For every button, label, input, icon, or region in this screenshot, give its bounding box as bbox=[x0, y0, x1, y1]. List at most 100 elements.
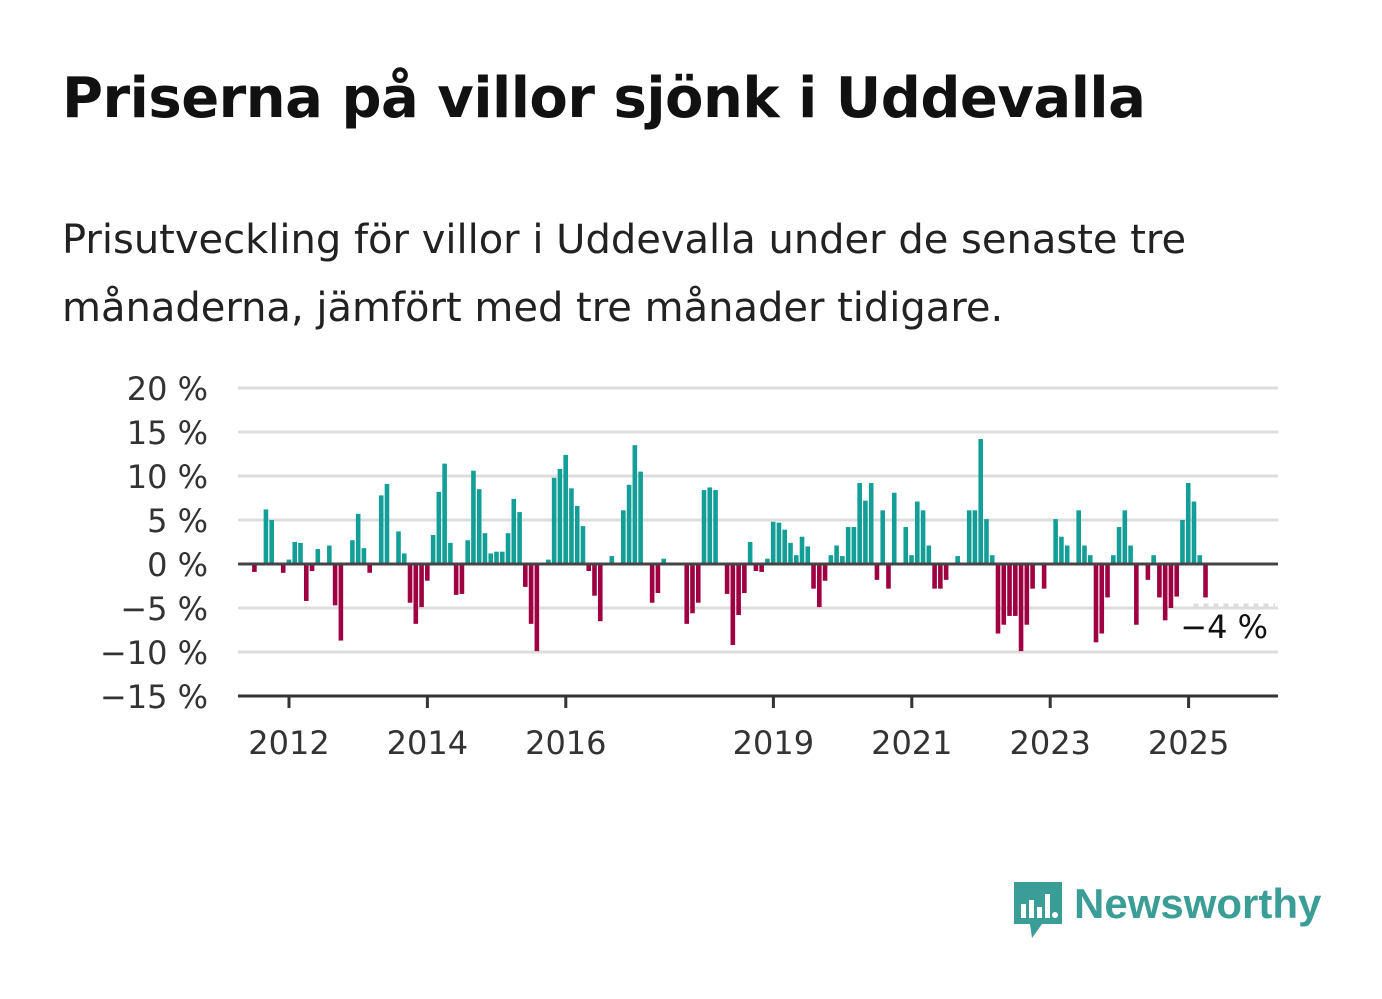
y-axis-labels: 20 % 15 % 10 % 5 % 0 % −5 % −10 % −15 % bbox=[100, 370, 208, 716]
bar bbox=[909, 555, 914, 564]
bar bbox=[834, 545, 839, 564]
bar bbox=[442, 463, 447, 564]
bar bbox=[886, 564, 891, 589]
bar bbox=[1162, 564, 1168, 621]
bar bbox=[528, 564, 534, 624]
bar bbox=[903, 527, 909, 564]
y-tick-label: −15 % bbox=[100, 678, 208, 716]
bar bbox=[384, 483, 390, 564]
chart-subtitle: Prisutveckling för villor i Uddevalla un… bbox=[62, 217, 1187, 331]
bar bbox=[753, 564, 759, 572]
bar bbox=[684, 564, 690, 624]
axes bbox=[238, 562, 1278, 708]
bar bbox=[788, 542, 793, 564]
bar bbox=[822, 564, 828, 581]
bar bbox=[298, 542, 303, 564]
bar bbox=[401, 553, 407, 564]
bar bbox=[701, 490, 707, 564]
bar bbox=[1030, 564, 1035, 589]
x-tick-label: 2019 bbox=[733, 724, 814, 762]
bar bbox=[770, 521, 776, 564]
x-tick-label: 2025 bbox=[1148, 724, 1229, 762]
bar bbox=[765, 558, 770, 564]
bar bbox=[557, 468, 563, 564]
bar bbox=[482, 533, 488, 564]
bar bbox=[851, 527, 857, 564]
x-tick-label: 2014 bbox=[387, 724, 468, 762]
bar bbox=[845, 527, 851, 564]
bar bbox=[465, 540, 470, 564]
bar bbox=[1157, 564, 1162, 598]
bar bbox=[1122, 510, 1128, 564]
newsworthy-logo-icon bbox=[1014, 882, 1062, 938]
bar bbox=[303, 564, 309, 601]
bar bbox=[453, 564, 459, 595]
bar bbox=[966, 510, 972, 564]
bar bbox=[621, 510, 626, 564]
bar bbox=[476, 489, 482, 564]
chart-title: Priserna på villor sjönk i Uddevalla bbox=[62, 66, 1146, 131]
bar bbox=[1151, 555, 1156, 564]
bar bbox=[638, 471, 643, 564]
bar bbox=[592, 564, 597, 596]
bar bbox=[1116, 527, 1122, 564]
bar bbox=[989, 555, 995, 564]
bar bbox=[828, 555, 834, 564]
bar bbox=[361, 548, 367, 564]
bar bbox=[517, 512, 522, 564]
bar bbox=[252, 564, 257, 572]
bar bbox=[1134, 564, 1139, 625]
bar bbox=[1064, 545, 1070, 564]
bar bbox=[724, 564, 730, 594]
bar bbox=[355, 513, 361, 564]
bar bbox=[874, 564, 880, 580]
bar bbox=[995, 564, 1001, 634]
grid-lines bbox=[238, 386, 1278, 654]
bar bbox=[1191, 501, 1197, 564]
bar bbox=[811, 564, 816, 589]
bar bbox=[1013, 564, 1018, 616]
bar bbox=[1018, 564, 1024, 652]
bar bbox=[523, 564, 528, 587]
bar bbox=[747, 542, 753, 564]
bar bbox=[586, 564, 592, 572]
bar bbox=[690, 564, 695, 614]
bar bbox=[471, 470, 476, 564]
bar bbox=[315, 549, 321, 564]
bar bbox=[1087, 555, 1093, 564]
bar bbox=[597, 564, 603, 622]
bar bbox=[649, 564, 655, 603]
x-tick-label: 2023 bbox=[1009, 724, 1090, 762]
bar bbox=[430, 534, 436, 564]
bar bbox=[793, 555, 799, 564]
bar bbox=[574, 505, 580, 564]
bar bbox=[817, 564, 822, 608]
brand-logo: Newsworthy bbox=[1012, 880, 1321, 940]
bar bbox=[367, 564, 372, 573]
bar bbox=[419, 564, 424, 608]
bar bbox=[730, 564, 736, 645]
bar bbox=[1053, 519, 1058, 564]
bar bbox=[280, 564, 286, 573]
bar bbox=[1082, 545, 1087, 564]
bar bbox=[1185, 483, 1191, 564]
bar bbox=[1093, 564, 1099, 643]
bar bbox=[1024, 564, 1030, 625]
bar bbox=[655, 564, 661, 594]
bar bbox=[413, 564, 419, 624]
bar bbox=[309, 564, 315, 572]
bar bbox=[1145, 564, 1151, 580]
bar bbox=[1099, 564, 1105, 634]
y-tick-label: 5 % bbox=[147, 502, 208, 540]
bar bbox=[448, 542, 453, 564]
bar bbox=[868, 483, 874, 564]
bar bbox=[494, 551, 499, 564]
bar bbox=[551, 477, 557, 564]
bar bbox=[534, 564, 540, 652]
bar bbox=[1001, 564, 1007, 625]
bar bbox=[327, 545, 332, 564]
bar bbox=[569, 488, 574, 564]
bar bbox=[891, 492, 897, 564]
annotations: −4 % bbox=[1180, 603, 1275, 646]
bar bbox=[920, 510, 926, 564]
